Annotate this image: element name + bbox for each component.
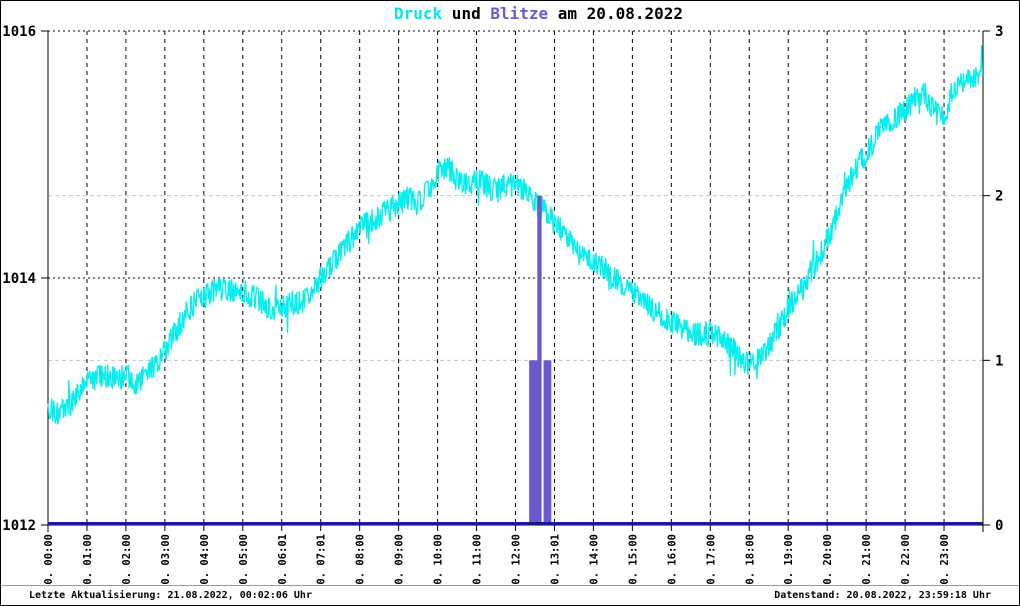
x-tick-label: 20. 14:00 bbox=[588, 534, 600, 587]
title-conjunction: und bbox=[442, 4, 491, 23]
x-tick-label: 20. 06:01 bbox=[277, 534, 289, 587]
chart-title: Druck und Blitze am 20.08.2022 bbox=[58, 4, 1019, 23]
x-tick-label: 20. 13:01 bbox=[549, 534, 561, 587]
footer-bar: Letzte Aktualisierung: 21.08.2022, 00:02… bbox=[1, 585, 1019, 605]
x-tick-label: 20. 17:00 bbox=[705, 534, 717, 587]
x-tick-label: 20. 20:00 bbox=[822, 534, 834, 587]
x-tick-label: 20. 05:00 bbox=[238, 534, 250, 587]
title-series-blitze: Blitze bbox=[490, 4, 549, 23]
y-right-tick-label: 3 bbox=[995, 24, 1003, 40]
y-right-tick-label: 0 bbox=[995, 518, 1003, 534]
x-tick-label: 20. 02:00 bbox=[121, 534, 133, 587]
y-left-tick-label: 1012 bbox=[2, 518, 36, 534]
x-tick-label: 20. 08:00 bbox=[355, 534, 367, 587]
x-tick-label: 20. 22:00 bbox=[900, 534, 912, 587]
y-right-tick-label: 1 bbox=[995, 353, 1003, 369]
title-date: am 20.08.2022 bbox=[548, 4, 683, 23]
last-update-text: Letzte Aktualisierung: 21.08.2022, 00:02… bbox=[29, 590, 312, 601]
x-tick-label: 20. 23:00 bbox=[939, 534, 951, 587]
x-tick-label: 20. 00:00 bbox=[43, 534, 55, 587]
y-right-tick-label: 2 bbox=[995, 189, 1003, 205]
x-tick-label: 20. 18:00 bbox=[744, 534, 756, 587]
x-tick-label: 20. 04:00 bbox=[199, 534, 211, 587]
x-tick-label: 20. 09:00 bbox=[394, 534, 406, 587]
data-timestamp-text: Datenstand: 20.08.2022, 23:59:18 Uhr bbox=[774, 590, 991, 601]
x-tick-label: 20. 15:00 bbox=[627, 534, 639, 587]
title-series-druck: Druck bbox=[394, 4, 443, 23]
lightning-bar bbox=[529, 360, 540, 525]
x-tick-label: 20. 21:00 bbox=[861, 534, 873, 587]
lightning-bar bbox=[537, 195, 542, 525]
x-tick-label: 20. 01:00 bbox=[82, 534, 94, 587]
y-left-tick-label: 1014 bbox=[2, 271, 36, 287]
y-left-tick-label: 1016 bbox=[2, 24, 36, 40]
x-tick-label: 20. 03:00 bbox=[160, 534, 172, 587]
x-tick-label: 20. 10:00 bbox=[433, 534, 445, 587]
x-tick-label: 20. 07:01 bbox=[316, 534, 328, 587]
x-tick-label: 20. 16:00 bbox=[666, 534, 678, 587]
x-tick-label: 20. 19:00 bbox=[783, 534, 795, 587]
lightning-bar bbox=[543, 360, 552, 525]
x-tick-label: 20. 11:00 bbox=[472, 534, 484, 587]
pressure-line bbox=[47, 45, 983, 426]
chart-canvas: 1012 1014 1016 0 1 2 3 20. 00:00 20. 01:00 20. 02… bbox=[2, 24, 1003, 587]
x-tick-label: 20. 12:00 bbox=[511, 534, 523, 587]
